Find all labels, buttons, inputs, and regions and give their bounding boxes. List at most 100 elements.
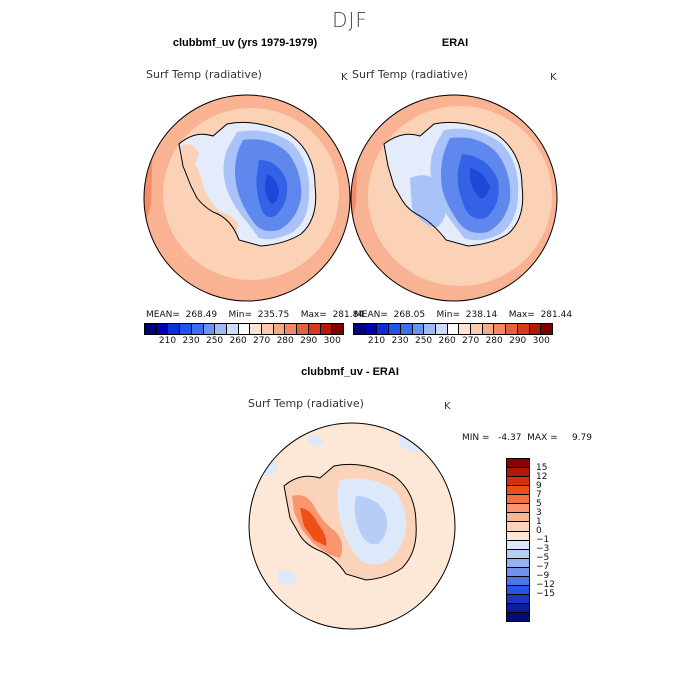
obs-colorbar-labels: 210 230 250 260 270 280 290 300	[353, 335, 553, 347]
colorbar-swatch	[507, 477, 529, 487]
colorbar-swatch	[273, 324, 286, 334]
colorbar-swatch	[507, 594, 529, 604]
map-ice-core	[265, 174, 279, 204]
colorbar-tick-label: 290	[300, 336, 318, 346]
diff-colorbar	[506, 458, 530, 622]
colorbar-tick-label: −5	[536, 553, 550, 563]
colorbar-swatch	[424, 324, 436, 334]
colorbar-tick-label: −15	[536, 589, 555, 599]
colorbar-tick-label: 15	[536, 463, 548, 473]
colorbar-tick-label: 270	[462, 336, 480, 346]
colorbar-swatch	[459, 324, 472, 334]
colorbar-swatch	[354, 324, 366, 334]
colorbar-tick-label: 5	[536, 499, 542, 509]
colorbar-swatch	[506, 324, 518, 334]
obs-polar-map	[350, 94, 558, 302]
colorbar-swatch	[507, 504, 529, 514]
colorbar-tick-label: 230	[391, 336, 409, 346]
colorbar-swatch	[507, 585, 529, 595]
colorbar-tick-label: 300	[532, 336, 550, 346]
colorbar-swatch	[507, 459, 529, 469]
colorbar-tick-label: 210	[158, 336, 177, 346]
obs-colorbar-swatches	[353, 323, 553, 335]
colorbar-swatch	[262, 324, 274, 334]
colorbar-tick-label: −12	[536, 580, 555, 590]
colorbar-tick-label: −3	[536, 544, 550, 554]
colorbar-swatch	[412, 324, 425, 334]
diff-stats: MIN = -4.37 MAX = 9.79	[462, 433, 592, 443]
colorbar-swatch	[507, 558, 529, 568]
colorbar-swatch	[191, 324, 204, 334]
map-coastline	[178, 121, 317, 247]
model-colorbar-labels: 210 230 250 260 270 280 290 300	[144, 335, 344, 347]
colorbar-swatch	[447, 324, 460, 334]
colorbar-swatch	[215, 324, 227, 334]
colorbar-swatch	[507, 576, 529, 586]
colorbar-tick-label: 280	[485, 336, 503, 346]
map-diff-negative	[278, 570, 298, 585]
colorbar-tick-label: 270	[253, 336, 271, 346]
colorbar-swatch	[156, 324, 169, 334]
model-colorbar-swatches	[144, 323, 344, 335]
colorbar-swatch	[541, 324, 552, 334]
map-boundary	[248, 422, 456, 630]
colorbar-swatch	[507, 486, 529, 496]
colorbar-swatch	[320, 324, 333, 334]
colorbar-swatch	[400, 324, 413, 334]
obs-panel-title: ERAI	[441, 37, 469, 49]
colorbar-swatch	[168, 324, 181, 334]
diff-colorbar-labels: 15 12 9 7 5 3 1 0 −1 −3 −5 −7 −9 −12 −15	[536, 458, 576, 622]
colorbar-swatch	[180, 324, 192, 334]
colorbar-swatch	[250, 324, 263, 334]
colorbar-swatch	[226, 324, 239, 334]
map-diff-pos-max	[300, 508, 327, 546]
colorbar-swatch	[507, 567, 529, 577]
colorbar-tick-label: 260	[438, 336, 456, 346]
map-coastline	[383, 121, 524, 247]
colorbar-swatch	[507, 549, 529, 559]
model-colorbar: 210 230 250 260 270 280 290 300	[144, 323, 344, 347]
colorbar-tick-label: 290	[509, 336, 527, 346]
colorbar-swatch	[389, 324, 401, 334]
map-peninsula-warm	[181, 144, 239, 234]
map-diff-negative	[308, 435, 324, 446]
colorbar-swatch	[507, 522, 529, 532]
colorbar-tick-label: 280	[276, 336, 294, 346]
colorbar-tick-label: 3	[536, 508, 542, 518]
model-polar-map	[143, 94, 351, 302]
colorbar-tick-label: −1	[536, 535, 550, 545]
season-title: DJF	[332, 8, 368, 32]
colorbar-tick-label: 260	[229, 336, 247, 346]
colorbar-swatch	[507, 531, 529, 541]
colorbar-swatch	[507, 468, 529, 478]
colorbar-swatch	[471, 324, 483, 334]
diff-colorbar-swatches	[506, 458, 530, 622]
colorbar-swatch	[529, 324, 542, 334]
obs-variable-label: Surf Temp (radiative)	[352, 68, 468, 81]
diff-variable-label: Surf Temp (radiative)	[248, 397, 364, 410]
colorbar-swatch	[238, 324, 251, 334]
model-unit-label: K	[341, 72, 348, 83]
model-stats: MEAN= 268.49 Min= 235.75 Max= 281.84	[146, 310, 365, 320]
colorbar-tick-label: 7	[536, 490, 542, 500]
colorbar-tick-label: 1	[536, 517, 542, 527]
map-diff-neg-core	[354, 496, 387, 545]
colorbar-swatch	[297, 324, 309, 334]
obs-unit-label: K	[550, 72, 557, 83]
colorbar-tick-label: 12	[536, 472, 548, 482]
colorbar-tick-label: −7	[536, 562, 550, 572]
colorbar-swatch	[507, 495, 529, 505]
colorbar-swatch	[482, 324, 495, 334]
colorbar-swatch	[377, 324, 390, 334]
colorbar-tick-label: 230	[182, 336, 200, 346]
colorbar-tick-label: 300	[323, 336, 341, 346]
diff-unit-label: K	[444, 401, 451, 412]
colorbar-swatch	[494, 324, 507, 334]
colorbar-tick-label: 250	[205, 336, 224, 346]
obs-stats: MEAN= 268.05 Min= 238.14 Max= 281.44	[354, 310, 573, 320]
colorbar-swatch	[145, 324, 157, 334]
map-ice-core	[470, 168, 490, 199]
colorbar-swatch	[203, 324, 216, 334]
diff-panel-title: clubbmf_uv - ERAI	[301, 366, 399, 378]
colorbar-swatch	[332, 324, 343, 334]
